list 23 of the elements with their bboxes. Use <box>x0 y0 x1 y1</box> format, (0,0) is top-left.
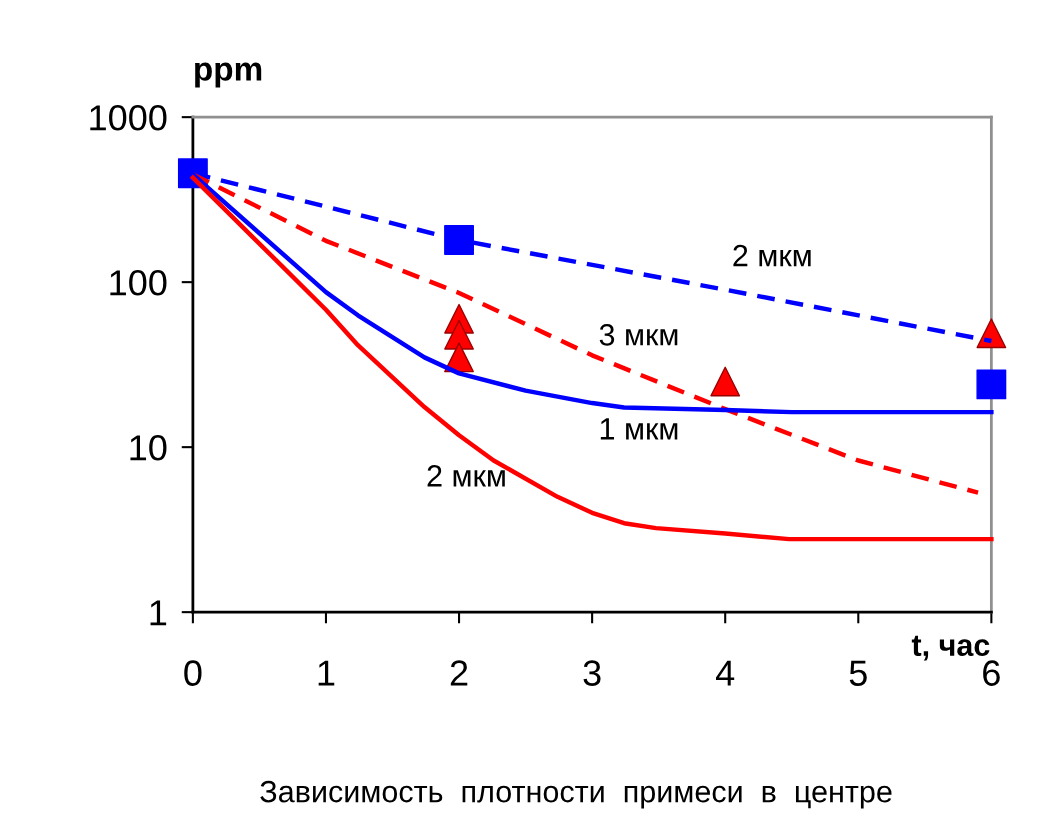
series-label: 1 мкм <box>600 418 678 440</box>
series-label: 2 мкм <box>733 244 811 267</box>
x-tick-label: 3 <box>583 660 601 686</box>
x-axis-title: t, час <box>911 635 990 661</box>
point <box>444 225 474 255</box>
x-tick-label: 2 <box>450 660 468 686</box>
series-label: 3 мкм <box>599 323 678 346</box>
y-tick-label: 10 <box>130 435 167 461</box>
x-tick-label: 5 <box>849 660 867 686</box>
series-label: 2 мкм <box>427 465 505 487</box>
point <box>710 366 741 397</box>
point <box>976 369 1007 400</box>
text: Зависимость плотности примеси в центре <box>260 780 892 809</box>
point <box>976 318 1007 349</box>
x-tick-label: 1 <box>318 660 335 686</box>
y-tick-label: 1000 <box>90 105 167 131</box>
y-tick-label: 100 <box>110 270 167 296</box>
point <box>444 319 474 350</box>
y-axis-title: ppm <box>195 62 262 88</box>
y-tick-label: 1 <box>150 600 167 626</box>
x-tick-label: 6 <box>983 660 1000 686</box>
x-tick-label: 0 <box>184 660 202 686</box>
x-tick-label: 4 <box>716 660 735 686</box>
